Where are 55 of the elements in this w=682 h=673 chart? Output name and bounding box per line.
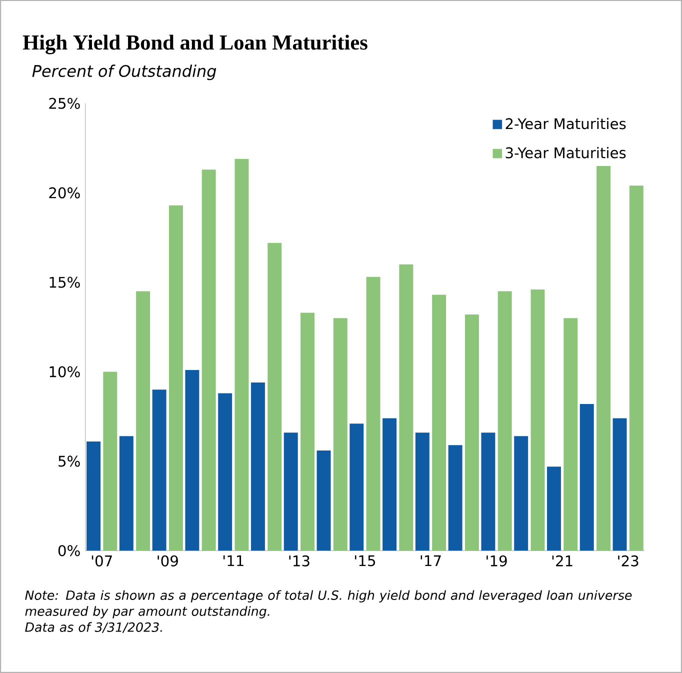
bar	[300, 312, 314, 551]
legend-label: 3-Year Maturities	[506, 147, 626, 158]
bar	[268, 242, 282, 551]
bar	[596, 166, 610, 551]
bar	[612, 418, 627, 551]
y-tick-label: 10%	[50, 366, 80, 378]
bar	[530, 289, 545, 551]
bar	[103, 372, 118, 551]
bar	[432, 294, 446, 551]
bar	[498, 291, 512, 551]
bar	[218, 393, 232, 551]
y-tick-label: 0%	[58, 545, 80, 556]
x-tick-label: '13	[289, 555, 310, 566]
y-tick-label: 5%	[58, 456, 80, 467]
bar	[136, 291, 150, 551]
bar	[481, 432, 496, 551]
bar	[333, 318, 348, 551]
bar	[629, 186, 644, 551]
bar	[316, 450, 331, 551]
bar	[119, 436, 134, 551]
bar	[202, 170, 216, 551]
bar	[415, 432, 430, 551]
x-tick-label: '07	[92, 555, 112, 566]
x-tick-label: '21	[552, 555, 572, 566]
y-tick-label: 25%	[49, 98, 80, 109]
bar	[284, 432, 298, 551]
bar	[250, 382, 265, 551]
text: Note: Data is shown as a percentage of total U.S. high yield bond and leveraged loan universe measured by par amount outstanding.	[25, 590, 632, 618]
x-tick-label: '19	[486, 555, 507, 566]
chart-subtitle: Percent of Outstanding	[32, 64, 216, 80]
bar	[546, 466, 561, 551]
bar	[86, 442, 101, 551]
bar	[580, 404, 594, 551]
bar	[382, 418, 397, 551]
x-tick-label: '23	[618, 555, 638, 566]
bar	[234, 158, 249, 551]
bar	[448, 445, 462, 551]
x-tick-label: '11	[223, 555, 244, 566]
text: Data as of 3/31/2023.	[25, 622, 162, 633]
x-tick-label: '17	[420, 555, 441, 566]
y-tick-label: 15%	[50, 276, 80, 288]
bar	[514, 436, 528, 551]
x-tick-label: '15	[355, 555, 376, 566]
legend-label: 2-Year Maturities	[506, 118, 626, 130]
bar	[152, 390, 166, 551]
bar	[464, 314, 479, 551]
bar	[185, 370, 200, 551]
chart-title: High Yield Bond and Loan Maturities	[22, 34, 368, 54]
bar	[168, 205, 183, 551]
bar	[399, 264, 414, 551]
bar	[350, 424, 364, 551]
bar	[366, 276, 380, 551]
x-tick-label: '09	[158, 555, 178, 566]
bar	[564, 318, 578, 551]
y-tick-label: 20%	[49, 187, 80, 198]
